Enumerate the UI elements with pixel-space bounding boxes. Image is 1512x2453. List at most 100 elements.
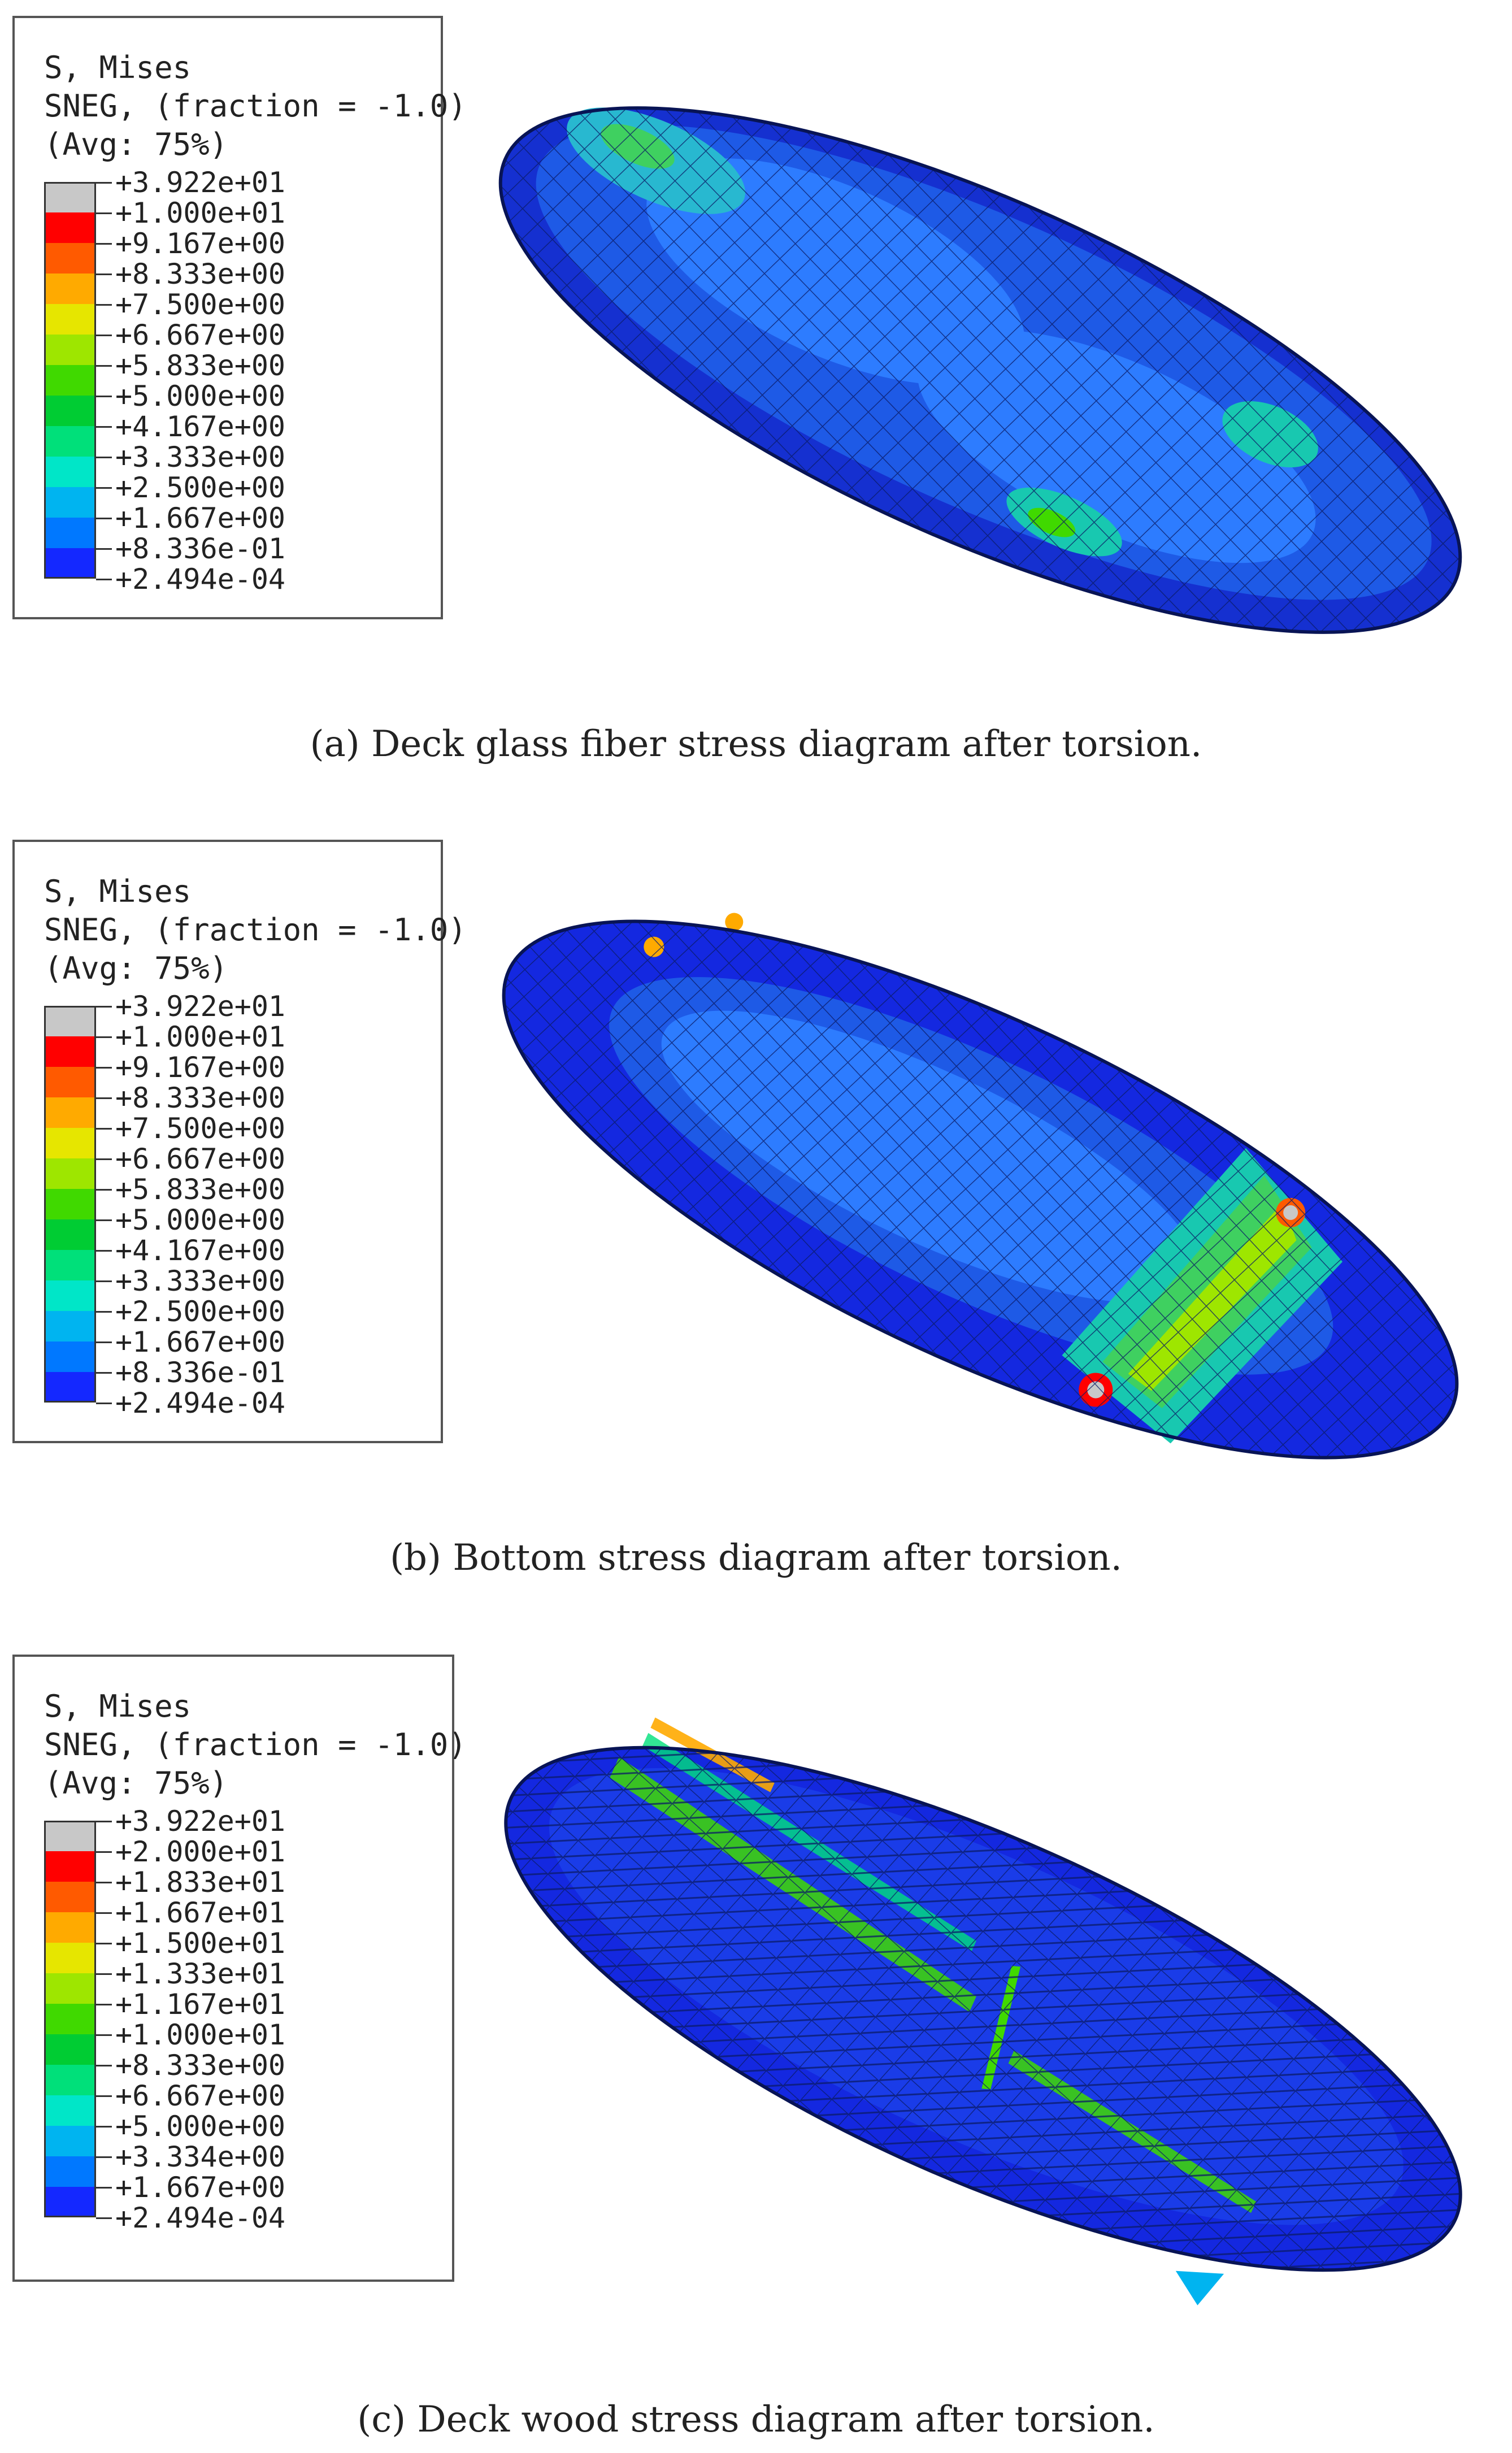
legend-tick [96, 1372, 112, 1374]
legend-label: +2.494e-04 [115, 563, 286, 596]
legend-label: +5.000e+00 [115, 380, 286, 413]
legend-swatch [44, 396, 96, 426]
legend-title-line: (Avg: 75%) [44, 1765, 228, 1801]
legend-tick [96, 1943, 112, 1944]
legend-label: +1.000e+01 [115, 197, 286, 229]
legend-swatch [44, 1036, 96, 1067]
legend-tick [96, 1821, 112, 1822]
legend-label: +2.500e+00 [115, 1295, 286, 1328]
legend-label: +1.167e+01 [115, 1988, 286, 2021]
legend-tick [96, 1341, 112, 1343]
legend-tick [96, 1036, 112, 1038]
legend-tick [96, 548, 112, 550]
legend-swatch [44, 1311, 96, 1341]
legend-swatch [44, 1851, 96, 1882]
legend-swatch [44, 2156, 96, 2187]
legend-tick [96, 212, 112, 214]
panel-a: S, Mises SNEG, (fraction = -1.0) (Avg: 7… [0, 0, 1512, 791]
legend-label: +3.922e+01 [115, 1805, 286, 1838]
legend-swatch [44, 2034, 96, 2065]
panel-c: S, Mises SNEG, (fraction = -1.0) (Avg: 7… [0, 1639, 1512, 2453]
legend-swatch [44, 273, 96, 304]
legend-label: +8.333e+00 [115, 2049, 286, 2082]
legend-title-line: S, Mises [44, 50, 192, 85]
legend-tick [96, 426, 112, 428]
legend-tick [96, 2065, 112, 2066]
legend-tick [96, 2156, 112, 2158]
legend-tick [96, 182, 112, 184]
legend-swatch [44, 2065, 96, 2095]
legend-tick [96, 273, 112, 275]
legend-tick [96, 2187, 112, 2189]
legend-label: +9.167e+00 [115, 1051, 286, 1084]
legend-swatch [44, 1189, 96, 1219]
legend-label: +3.922e+01 [115, 166, 286, 199]
legend-tick [96, 396, 112, 397]
legend-title-line: (Avg: 75%) [44, 127, 228, 162]
legend-title-line: S, Mises [44, 874, 192, 909]
legend-title-line: SNEG, (fraction = -1.0) [44, 912, 467, 948]
legend-title-line: S, Mises [44, 1688, 192, 1724]
legend-tick [96, 1912, 112, 1914]
legend-title-line: SNEG, (fraction = -1.0) [44, 1727, 467, 1762]
legend-swatch [44, 1097, 96, 1128]
legend-tick [96, 1250, 112, 1252]
legend-tick [96, 1158, 112, 1160]
legend-tick [96, 2217, 112, 2219]
legend-swatch [44, 457, 96, 487]
legend-tick [96, 365, 112, 367]
legend-tick [96, 1851, 112, 1853]
legend-swatch [44, 2004, 96, 2034]
legend-swatch [44, 548, 96, 579]
hull-plot-b [502, 913, 1459, 1460]
legend-label: +1.667e+00 [115, 2171, 286, 2204]
legend-swatch [44, 1250, 96, 1280]
legend-swatch [44, 1882, 96, 1912]
legend-label: +6.667e+00 [115, 1143, 286, 1175]
legend-tick [96, 1067, 112, 1069]
legend-tick [96, 518, 112, 519]
legend-label: +2.000e+01 [115, 1835, 286, 1868]
legend-swatch [44, 1943, 96, 1973]
legend-tick [96, 457, 112, 458]
legend-tick [96, 2034, 112, 2036]
legend-label: +1.667e+00 [115, 502, 286, 535]
legend-swatch [44, 2187, 96, 2217]
legend-swatch [44, 426, 96, 457]
legend-label: +9.167e+00 [115, 227, 286, 260]
legend-label: +1.000e+01 [115, 2018, 286, 2051]
legend-label: +5.833e+00 [115, 1173, 286, 1206]
legend-label: +4.167e+00 [115, 410, 286, 443]
legend-label: +5.833e+00 [115, 349, 286, 382]
legend-tick [96, 1097, 112, 1099]
caption-b: (b) Bottom stress diagram after torsion. [390, 1537, 1122, 1579]
legend-tick [96, 1006, 112, 1008]
legend-label: +1.000e+01 [115, 1021, 286, 1053]
legend-tick [96, 2095, 112, 2097]
legend-label: +3.922e+01 [115, 990, 286, 1023]
legend-label: +8.336e-01 [115, 1356, 286, 1389]
caption-c: (c) Deck wood stress diagram after torsi… [357, 2399, 1155, 2441]
hull-plot-c [504, 1717, 1462, 2306]
legend-swatch [44, 1372, 96, 1403]
legend-tick [96, 1128, 112, 1130]
legend-swatch [44, 1158, 96, 1189]
legend-swatch [44, 182, 96, 212]
legend-label: +8.333e+00 [115, 1082, 286, 1114]
legend-label: +1.667e+01 [115, 1896, 286, 1929]
legend-title-line: (Avg: 75%) [44, 950, 228, 986]
legend-label: +3.333e+00 [115, 441, 286, 474]
legend-tick [96, 487, 112, 489]
legend-label: +1.333e+01 [115, 1957, 286, 1990]
legend-swatch [44, 1128, 96, 1158]
legend-tick [96, 304, 112, 306]
legend-title-line: SNEG, (fraction = -1.0) [44, 88, 467, 124]
legend-swatch [44, 1006, 96, 1036]
legend-a: S, Mises SNEG, (fraction = -1.0) (Avg: 7… [12, 16, 467, 619]
legend-swatch [44, 212, 96, 243]
legend-label: +6.667e+00 [115, 319, 286, 351]
hull-plot-a [498, 106, 1462, 634]
legend-swatch [44, 1341, 96, 1372]
legend-label: +4.167e+00 [115, 1234, 286, 1267]
legend-swatch [44, 2095, 96, 2126]
